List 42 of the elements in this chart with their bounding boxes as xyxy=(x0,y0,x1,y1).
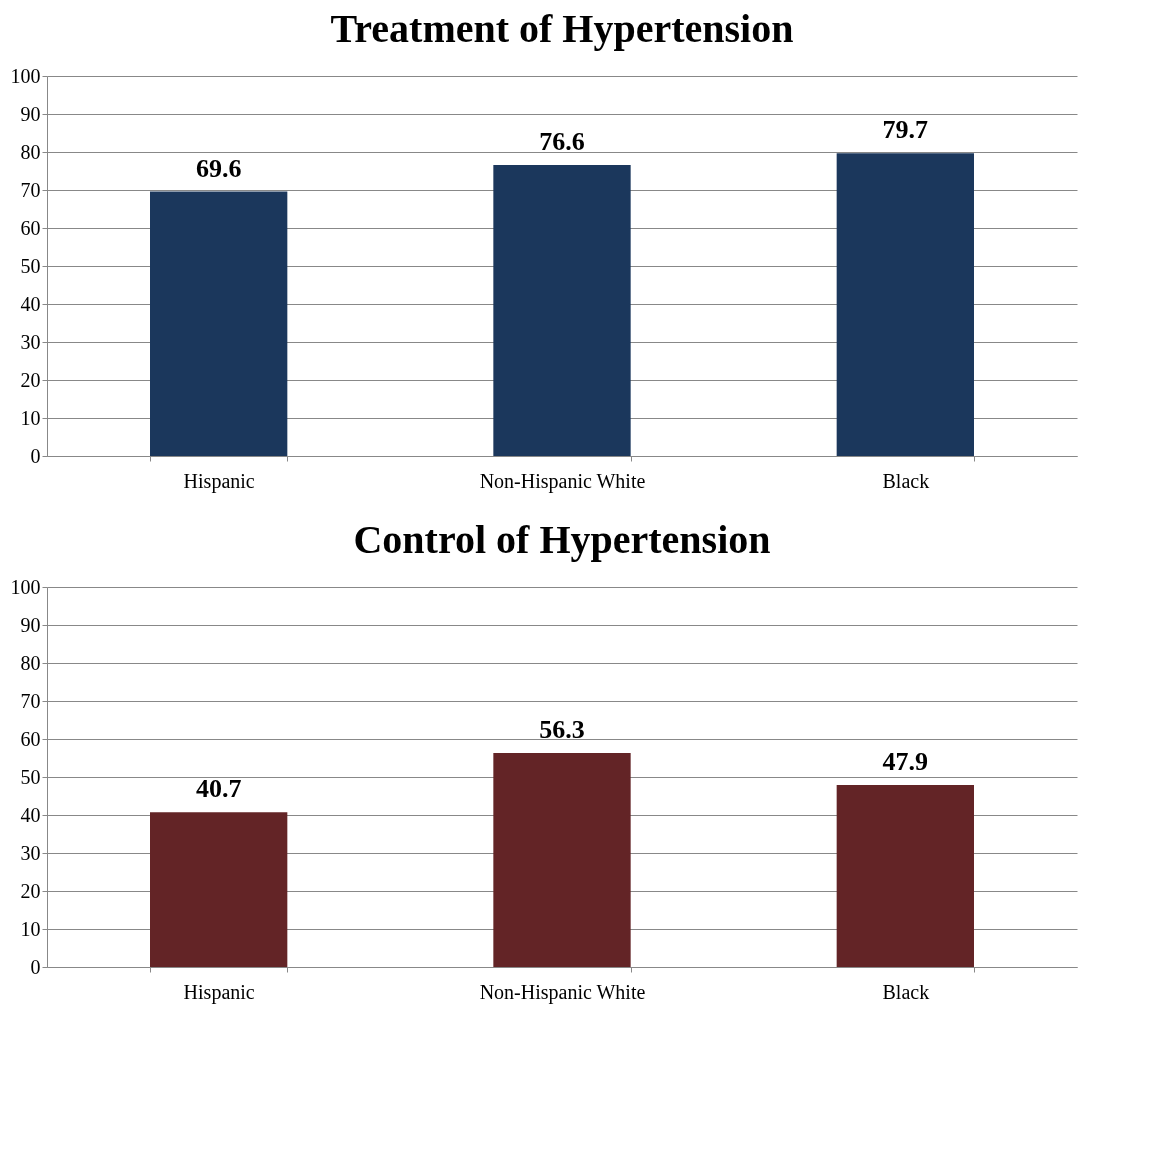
y-tick-label: 90 xyxy=(20,613,41,636)
data-label: 69.6 xyxy=(195,153,242,183)
y-tick-label: 20 xyxy=(20,879,41,902)
data-label: 47.9 xyxy=(882,746,929,776)
x-tick-label: Black xyxy=(882,469,930,492)
bar xyxy=(150,191,288,456)
y-tick-label: 60 xyxy=(20,727,41,750)
y-tick-label: 90 xyxy=(20,102,41,125)
y-tick-label: 60 xyxy=(20,216,41,239)
y-tick-label: 0 xyxy=(30,444,41,467)
chart-title: Control of Hypertension xyxy=(353,517,771,562)
y-tick-label: 80 xyxy=(20,140,41,163)
y-tick-label: 50 xyxy=(20,254,41,277)
y-tick-label: 10 xyxy=(20,406,41,429)
bar xyxy=(493,164,631,456)
data-label: 56.3 xyxy=(539,715,585,745)
chart-title: Treatment of Hypertension xyxy=(330,6,794,51)
y-tick-label: 50 xyxy=(20,765,41,788)
data-label: 79.7 xyxy=(882,115,929,145)
y-tick-label: 10 xyxy=(20,917,41,940)
y-tick-label: 80 xyxy=(20,651,41,674)
y-tick-label: 100 xyxy=(10,64,41,87)
y-tick-label: 100 xyxy=(10,575,41,598)
x-tick-label: Non-Hispanic White xyxy=(479,469,646,493)
y-tick-label: 40 xyxy=(20,292,41,315)
x-tick-label: Hispanic xyxy=(183,469,255,493)
bar xyxy=(150,812,288,967)
y-tick-label: 70 xyxy=(20,178,41,201)
y-tick-label: 70 xyxy=(20,689,41,712)
bar xyxy=(493,753,631,967)
bar xyxy=(836,784,974,967)
y-tick-label: 0 xyxy=(30,955,41,978)
data-label: 76.6 xyxy=(539,126,585,156)
y-tick-label: 30 xyxy=(20,330,41,353)
y-tick-label: 30 xyxy=(20,841,41,864)
x-tick-label: Hispanic xyxy=(183,980,255,1004)
x-tick-label: Non-Hispanic White xyxy=(479,980,646,1004)
bar xyxy=(836,153,974,456)
y-tick-label: 40 xyxy=(20,803,41,826)
data-label: 40.7 xyxy=(195,774,242,804)
y-tick-label: 20 xyxy=(20,368,41,391)
x-tick-label: Black xyxy=(882,980,930,1003)
